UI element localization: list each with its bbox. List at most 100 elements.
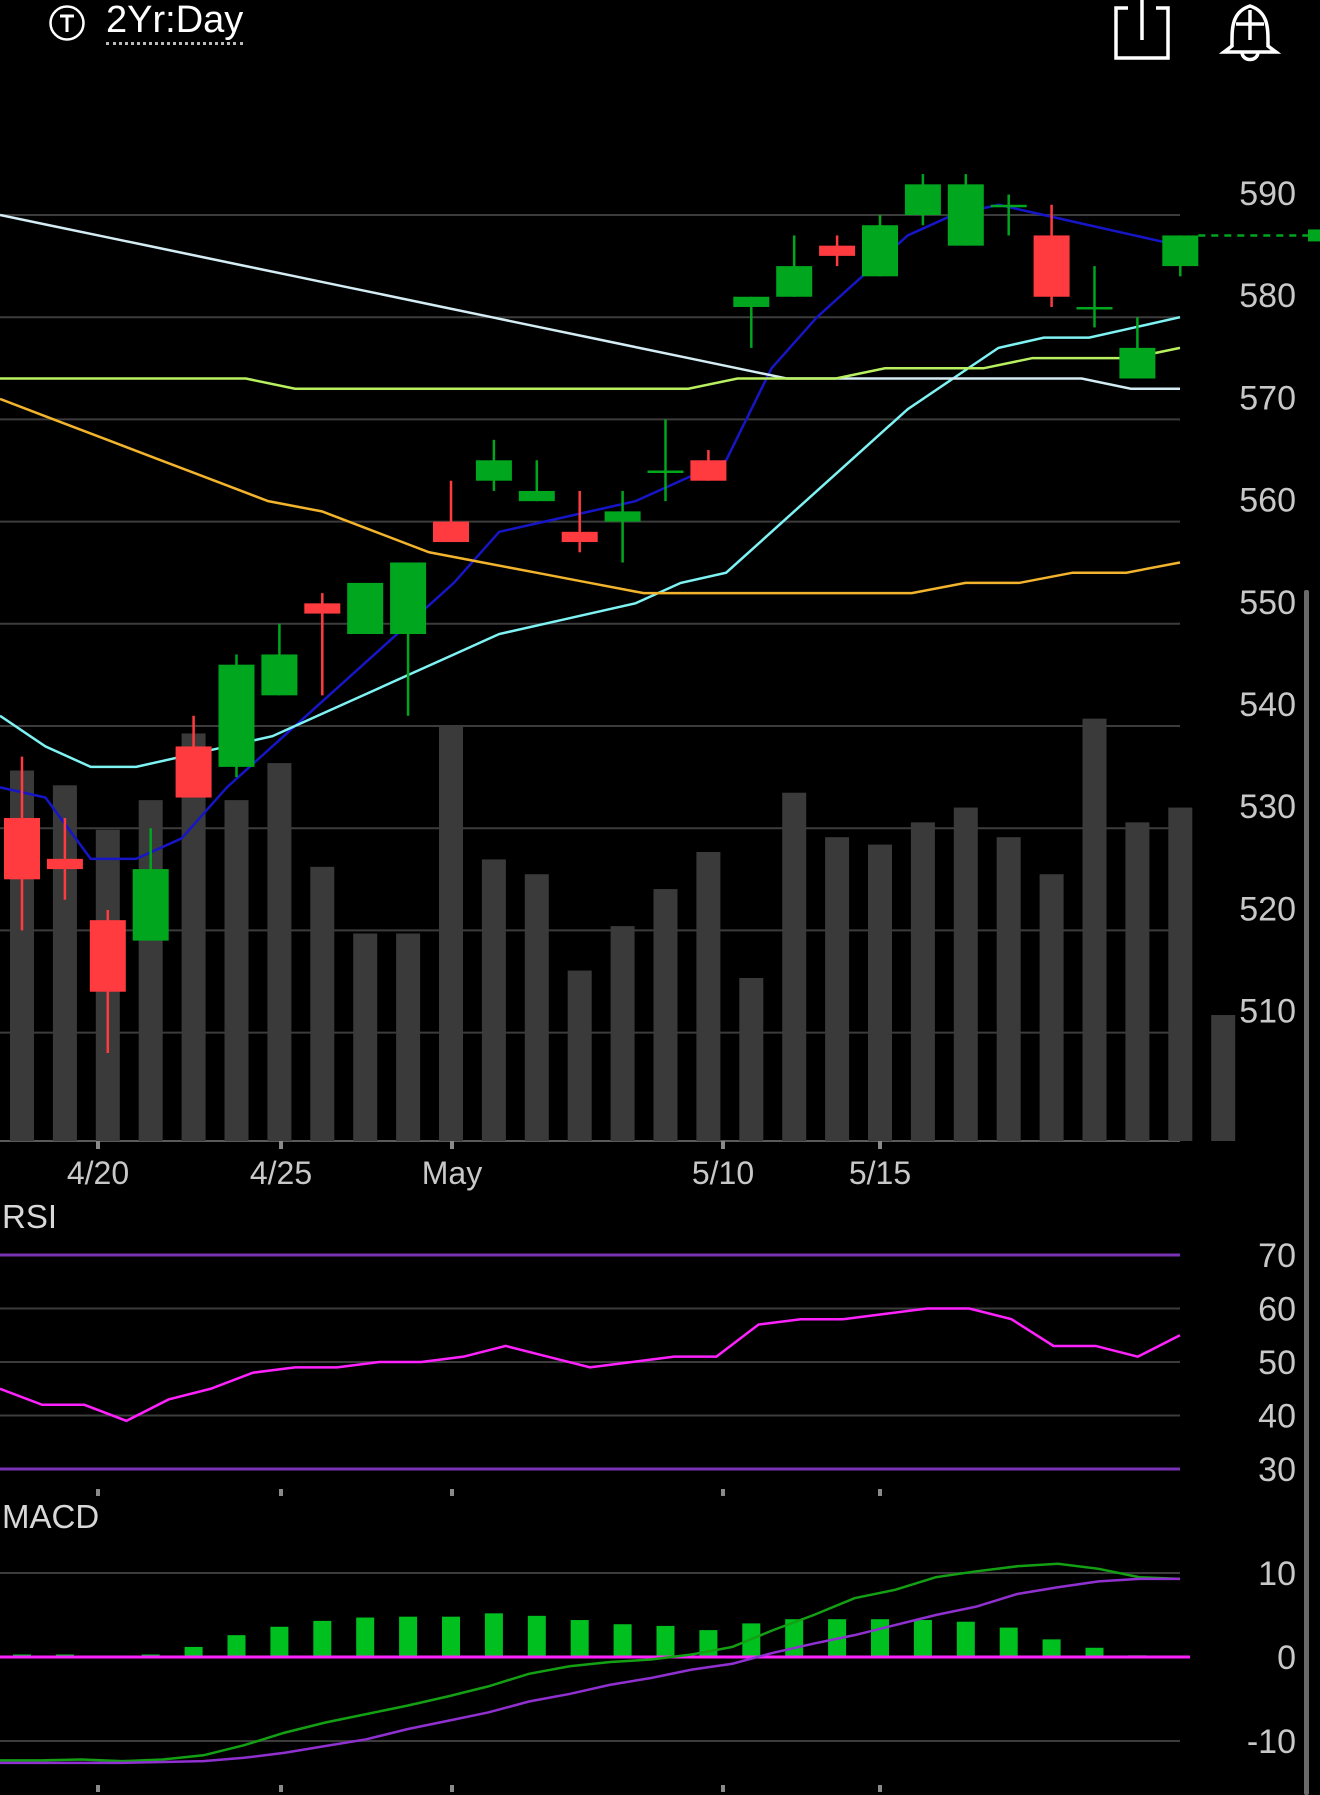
candle-body [347,582,384,635]
volume-bar [567,970,592,1141]
candle-body [1162,235,1199,267]
candle-body [304,603,341,614]
last-price-marker [1308,229,1320,242]
candle-body [862,225,898,277]
volume-bar [439,726,463,1141]
price-tick-label: 520 [1239,890,1296,928]
price-tick-label: 570 [1239,379,1296,417]
date-tick-label: 4/25 [250,1155,312,1191]
candle-body [647,470,684,473]
candle-body [4,817,40,880]
date-axis: 4/20 4/25 May 5/10 5/15 [67,1141,911,1792]
date-tick-label: 5/15 [849,1155,911,1191]
rsi-tick-label: 60 [1258,1291,1296,1329]
candle-body [89,920,126,992]
candle-body [518,490,555,502]
moving-average-line [0,397,1181,595]
volume-bar [1211,1015,1236,1141]
volume-bar [610,926,635,1141]
macd-histogram-bar [484,1613,503,1657]
macd-title: MACD [2,1498,99,1535]
price-tick-label: 540 [1239,686,1296,724]
macd-histogram-bar [227,1635,246,1657]
candle-body [733,296,770,307]
candle-body [776,266,813,297]
volume-bar [481,859,506,1141]
volume-bar [953,807,978,1141]
rsi-tick-label: 40 [1258,1398,1296,1436]
t-circle-icon[interactable] [48,4,86,42]
volume-bar [1082,718,1107,1141]
top-toolbar: 2Yr:Day [0,0,1320,62]
candle-body [1076,306,1113,310]
candlesticks [4,174,1320,1054]
volume-bar [782,792,807,1141]
macd-histogram-bar [270,1626,289,1657]
moving-average-line [0,346,1181,390]
price-tick-label: 550 [1239,584,1296,622]
candle-body [947,184,984,246]
macd-histogram-bar [527,1615,546,1657]
date-tick-label: May [422,1155,482,1191]
candle-body [604,511,641,522]
date-tick-label: 5/10 [692,1155,754,1191]
volume-bar [996,837,1021,1141]
rsi-tick-label: 30 [1258,1451,1296,1489]
macd-histogram-bar [871,1619,889,1657]
candle-body [390,562,427,635]
candle-body [475,460,512,481]
candle-body [261,654,298,696]
macd-histogram-bar [570,1620,589,1657]
timeframe-selector[interactable]: 2Yr:Day [106,0,244,45]
macd-histogram-bar [442,1616,460,1657]
candle-body [1119,347,1156,379]
macd-panel: 10 0 -10 [0,1555,1296,1765]
add-alert-bell-icon[interactable] [1218,0,1282,62]
volume-bar [910,822,935,1141]
rsi-tick-label: 50 [1258,1344,1296,1382]
rsi-tick-label: 70 [1258,1237,1296,1275]
candle-body [46,858,83,870]
candle-body [990,204,1027,208]
volume-bar [739,977,764,1141]
macd-signal-line [0,1577,1180,1765]
date-tick-label: 4/20 [67,1155,129,1191]
candle-body [218,664,255,767]
volume-bar [1168,807,1193,1141]
volume-bar [396,933,421,1141]
price-tick-label: 560 [1239,482,1296,520]
moving-average-line [0,213,1180,390]
macd-histogram-bar [913,1620,932,1657]
macd-tick-label: 10 [1258,1555,1296,1593]
scrollbar[interactable] [1304,590,1309,1795]
macd-histogram-bar [656,1625,675,1657]
rsi-line [0,1307,1181,1423]
macd-histogram-bar [956,1621,975,1657]
share-icon[interactable] [1112,0,1172,62]
volume-bar [181,733,206,1141]
volume-bar [1039,874,1064,1141]
candle-body [1033,235,1070,297]
candle-body [904,184,941,215]
rsi-panel: 30 40 50 60 70 [0,1237,1296,1489]
candle-body [175,746,212,798]
volume-bar [267,763,292,1141]
macd-histogram-bar [613,1624,632,1657]
macd-tick-label: -10 [1247,1723,1296,1761]
volume-bar [524,874,549,1141]
candle-body [819,245,856,256]
volume-bar [825,837,850,1141]
price-axis: 510 520 530 540 550 560 570 580 590 [1239,175,1296,1031]
price-tick-label: 510 [1239,993,1296,1031]
macd-line [0,1562,1181,1763]
price-tick-label: 580 [1239,277,1296,315]
rsi-title: RSI [2,1198,57,1235]
volume-bar [224,800,249,1141]
macd-histogram-bar [313,1620,332,1657]
volume-bar [310,866,335,1141]
candle-body [561,531,598,543]
macd-tick-label: 0 [1277,1639,1296,1677]
candle-body [433,521,469,543]
macd-histogram-bar [999,1627,1018,1657]
